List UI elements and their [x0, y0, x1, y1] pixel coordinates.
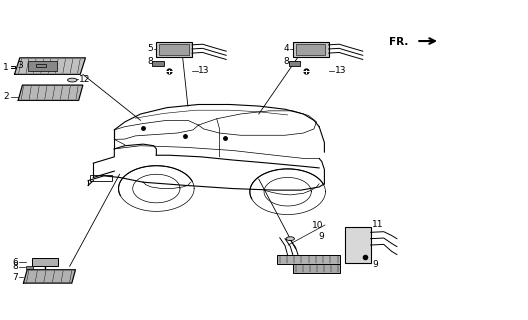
Bar: [293, 264, 340, 273]
Text: 11: 11: [372, 220, 384, 229]
Text: 3: 3: [18, 61, 23, 70]
Text: FR.: FR.: [389, 37, 408, 47]
Bar: [296, 44, 325, 55]
Ellipse shape: [68, 78, 77, 82]
Text: 9: 9: [318, 232, 324, 241]
Text: 8: 8: [284, 57, 289, 66]
Text: 10: 10: [313, 220, 324, 229]
Text: 7: 7: [13, 273, 18, 282]
Text: 13: 13: [199, 66, 210, 75]
Bar: [32, 258, 58, 266]
Bar: [25, 266, 33, 269]
Bar: [289, 61, 300, 66]
Polygon shape: [23, 270, 76, 283]
Bar: [159, 44, 189, 55]
Text: 12: 12: [79, 75, 90, 84]
Text: 13: 13: [335, 66, 346, 75]
Text: 6: 6: [13, 258, 18, 267]
Bar: [345, 227, 371, 263]
Bar: [293, 42, 328, 57]
Text: 1: 1: [3, 62, 9, 72]
Polygon shape: [15, 58, 86, 74]
Polygon shape: [18, 85, 83, 100]
Ellipse shape: [286, 237, 295, 241]
Text: 4: 4: [284, 44, 289, 53]
Text: 2: 2: [3, 92, 9, 101]
Bar: [152, 61, 164, 66]
Text: 9: 9: [372, 260, 378, 268]
Bar: [156, 42, 192, 57]
Text: 5: 5: [147, 44, 153, 53]
Bar: [90, 175, 112, 180]
Text: 8: 8: [147, 57, 153, 66]
Bar: [277, 255, 340, 264]
Text: 8: 8: [13, 262, 18, 271]
Bar: [36, 64, 45, 68]
Bar: [27, 61, 56, 71]
